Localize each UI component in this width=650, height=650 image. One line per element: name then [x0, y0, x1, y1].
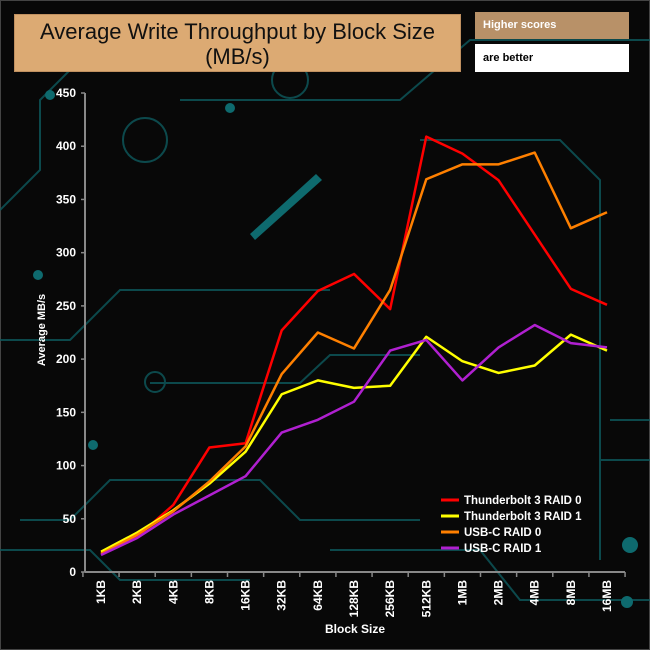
legend-label: Thunderbolt 3 RAID 0 [464, 495, 582, 507]
x-tick-label: 4KB [166, 580, 180, 604]
x-tick-label: 128KB [347, 580, 361, 618]
legend-label: Thunderbolt 3 RAID 1 [464, 511, 582, 523]
chart-title: Average Write Throughput by Block Size (… [14, 14, 461, 72]
y-tick-label: 100 [56, 459, 76, 473]
x-tick-label: 8MB [564, 580, 578, 606]
y-tick-label: 350 [56, 192, 76, 206]
x-tick-label: 1KB [94, 580, 108, 604]
y-tick-label: 150 [56, 405, 76, 419]
legend-label: USB-C RAID 0 [464, 527, 541, 539]
title-line-2: (MB/s) [205, 44, 270, 69]
y-tick-label: 0 [69, 565, 76, 579]
legend-label: USB-C RAID 1 [464, 543, 542, 555]
note-are-better: are better [475, 44, 629, 72]
x-axis-label: Block Size [325, 622, 385, 636]
y-tick-label: 400 [56, 139, 76, 153]
y-tick-label: 450 [56, 86, 76, 100]
y-tick-label: 200 [56, 352, 76, 366]
x-tick-label: 8KB [202, 580, 216, 604]
y-tick-label: 50 [63, 512, 77, 526]
x-tick-label: 2MB [492, 580, 506, 606]
x-tick-label: 256KB [383, 580, 397, 618]
x-tick-label: 64KB [311, 580, 325, 611]
series-line-2 [100, 151, 608, 556]
x-tick-label: 16MB [600, 580, 614, 612]
y-axis-label: Average MB/s [36, 294, 48, 366]
note-higher-scores: Higher scores [475, 12, 629, 39]
x-tick-label: 2KB [130, 580, 144, 604]
x-tick-label: 16KB [239, 580, 253, 611]
y-tick-label: 300 [56, 246, 76, 260]
x-tick-label: 512KB [419, 580, 433, 618]
title-line-1: Average Write Throughput by Block Size [40, 19, 435, 44]
x-tick-label: 1MB [455, 580, 469, 606]
x-tick-label: 4MB [528, 580, 542, 606]
series-line-0 [100, 135, 608, 553]
x-tick-label: 32KB [275, 580, 289, 611]
y-tick-label: 250 [56, 299, 76, 313]
